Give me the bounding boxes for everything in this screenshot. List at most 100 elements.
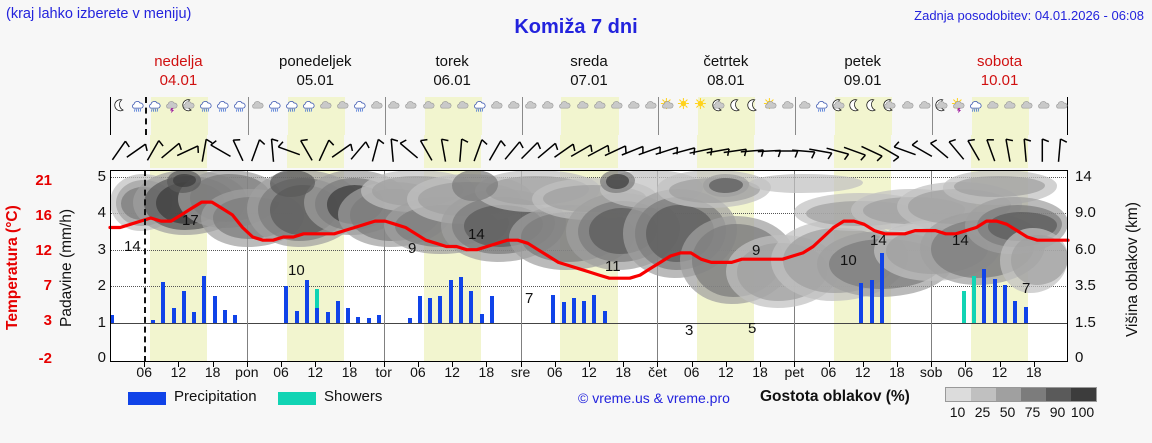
forecast-plot: 14 17 10 9 14 7 11 3 5 9 14 10 14 7 bbox=[108, 170, 1070, 362]
daylight-band-icons bbox=[287, 97, 345, 135]
x-axis-tick: čet bbox=[648, 364, 667, 380]
precipitation-bar bbox=[571, 297, 576, 323]
weather-icon-cloud bbox=[385, 97, 402, 135]
cloud-density-tick: 50 bbox=[999, 404, 1016, 420]
weather-icon-cloud bbox=[522, 97, 539, 135]
cloud-density-blob bbox=[172, 173, 196, 188]
x-axis-tick: 18 bbox=[204, 364, 221, 380]
cloud-density-segment bbox=[996, 388, 1021, 401]
temperature-value-label: 10 bbox=[288, 262, 305, 279]
day-date: 07.01 bbox=[570, 72, 608, 89]
weather-icon-moon bbox=[744, 97, 761, 135]
cloud-density-blob bbox=[606, 173, 629, 190]
current-time-marker bbox=[144, 170, 147, 362]
daylight-band-icons bbox=[424, 97, 482, 135]
weather-icon-cloud bbox=[624, 97, 641, 135]
weather-icon-cloud bbox=[573, 97, 590, 135]
weather-icon-rain bbox=[966, 97, 983, 135]
copyright-label[interactable]: © vreme.us & vreme.pro bbox=[578, 390, 730, 406]
weather-icon-rain bbox=[128, 97, 145, 135]
weather-icon-moon-cloud bbox=[881, 97, 898, 135]
precipitation-bar bbox=[222, 309, 227, 323]
x-axis-tick: 12 bbox=[991, 364, 1008, 380]
weather-icon-cloud bbox=[487, 97, 504, 135]
precipitation-tick: 0 bbox=[97, 349, 106, 366]
gridline bbox=[110, 176, 1068, 178]
precipitation-bar bbox=[294, 310, 299, 323]
x-axis-tick: 18 bbox=[889, 364, 905, 380]
x-axis-tickmark bbox=[486, 362, 488, 367]
weather-icon-cloud bbox=[1001, 97, 1018, 135]
cloudheight-tick: 6.0 bbox=[1075, 240, 1096, 258]
precipitation-bar bbox=[407, 318, 412, 323]
cloud-density-blob bbox=[748, 173, 863, 194]
precipitation-tick: 3 bbox=[97, 240, 106, 258]
x-axis-tickmark bbox=[212, 362, 214, 367]
precipitation-bar bbox=[325, 312, 330, 323]
showers-legend-label: Showers bbox=[324, 388, 383, 405]
weather-icon-cloud bbox=[778, 97, 795, 135]
temperature-value-label: 14 bbox=[468, 226, 485, 243]
weather-icon-cloud-sun bbox=[658, 97, 675, 135]
x-axis-tick: sre bbox=[510, 364, 531, 380]
cloud-density-segment bbox=[1021, 388, 1046, 401]
precipitation-bar bbox=[602, 310, 607, 323]
weather-icon-cloud bbox=[1018, 97, 1035, 135]
precipitation-bar bbox=[1002, 284, 1007, 323]
temperature-value-label: 11 bbox=[605, 258, 621, 275]
weather-icon-moon-cloud bbox=[710, 97, 727, 135]
weather-icon-cloud bbox=[504, 97, 521, 135]
day-separator bbox=[658, 97, 660, 135]
day-header-petek: petek 09.01 bbox=[794, 52, 931, 90]
temperature-tick: 16 bbox=[35, 207, 52, 224]
x-axis-tick: 18 bbox=[341, 364, 358, 380]
cloudheight-axis-title: Višina oblakov (km) bbox=[1124, 202, 1141, 338]
x-axis-tick: 06 bbox=[273, 364, 289, 380]
precipitation-bar bbox=[356, 316, 361, 323]
x-axis-tick: 12 bbox=[718, 364, 734, 380]
x-axis-tickmark bbox=[1033, 362, 1035, 367]
precipitation-bar bbox=[171, 308, 176, 323]
cloud-density-segment bbox=[971, 388, 996, 401]
day-name: petek bbox=[844, 53, 882, 70]
precipitation-bar bbox=[469, 290, 474, 323]
x-axis-tickmark bbox=[725, 362, 727, 367]
day-date: 09.01 bbox=[843, 72, 882, 89]
cloudheight-tick: 0 bbox=[1075, 349, 1084, 366]
weather-icon-moon-cloud bbox=[932, 97, 949, 135]
x-axis-tickmark bbox=[554, 362, 556, 367]
precipitation-bar bbox=[161, 281, 166, 323]
gridline-zero bbox=[110, 322, 1068, 324]
precipitation-bar bbox=[438, 296, 443, 323]
precipitation-bar bbox=[284, 286, 289, 323]
x-axis-tickmark bbox=[691, 362, 693, 367]
day-header-row: nedelja 04.01 ponedeljek 05.01 torek 06.01 sre… bbox=[110, 52, 1068, 96]
day-date: 04.01 bbox=[159, 72, 198, 89]
cloudheight-tick: 1.5 bbox=[1075, 313, 1096, 331]
weather-icon-sun bbox=[693, 97, 710, 135]
x-axis-tickmark bbox=[828, 362, 830, 367]
cloud-density-tick: 100 bbox=[1070, 404, 1095, 420]
weather-icon-rain bbox=[282, 97, 299, 135]
precipitation-legend-label: Precipitation bbox=[174, 388, 257, 405]
precipitation-bar bbox=[869, 280, 874, 323]
x-axis-tick: 06 bbox=[820, 364, 837, 380]
cloudheight-tick: 3.5 bbox=[1075, 277, 1096, 295]
temperature-tick: 3 bbox=[43, 312, 52, 329]
precipitation-bar bbox=[428, 297, 433, 323]
x-axis-tickmark bbox=[144, 362, 146, 367]
cloud-density-scale bbox=[945, 387, 1097, 402]
weather-icon-rain bbox=[265, 97, 282, 135]
day-date: 05.01 bbox=[296, 72, 335, 89]
precipitation-bar bbox=[212, 296, 217, 323]
daylight-band-icons bbox=[698, 97, 756, 135]
temperature-tick: -2 bbox=[38, 350, 52, 367]
x-axis-tick: pet bbox=[784, 364, 805, 380]
x-axis-tick: 06 bbox=[957, 364, 974, 380]
x-axis-tick: 06 bbox=[683, 364, 700, 380]
temperature-value-label: 3 bbox=[685, 322, 694, 339]
x-axis-tickmark bbox=[417, 362, 419, 367]
weather-icon-sun bbox=[676, 97, 693, 135]
last-update-label: Zadnja posodobitev: 04.01.2026 - 06:08 bbox=[914, 8, 1144, 23]
precipitation-bar bbox=[366, 318, 371, 323]
